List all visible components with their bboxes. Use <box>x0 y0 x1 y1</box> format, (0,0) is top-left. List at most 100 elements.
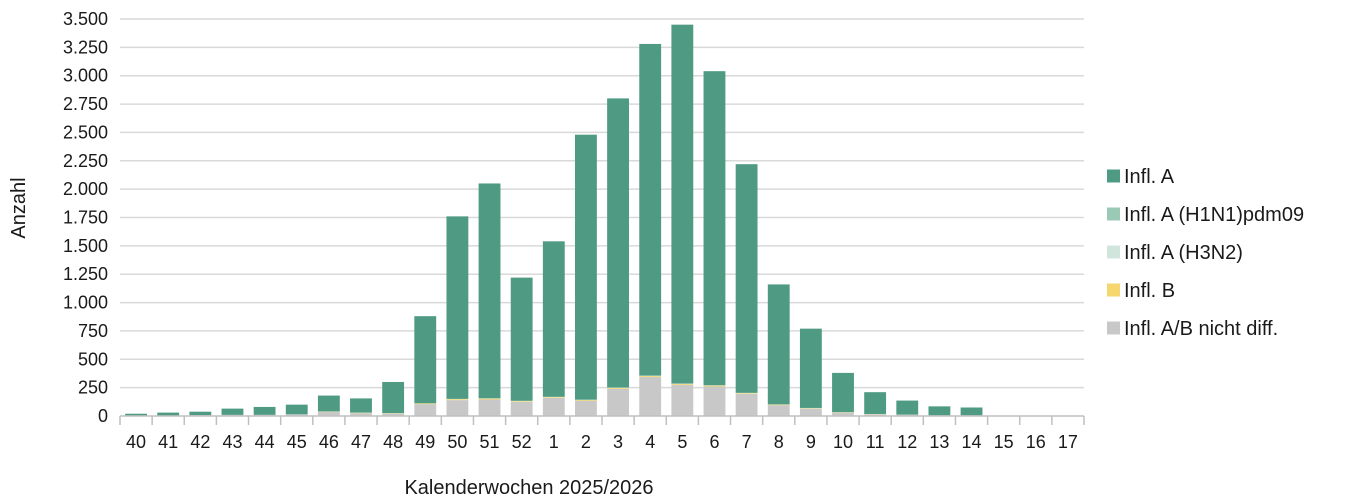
x-tick-label: 4 <box>645 432 655 452</box>
x-tick-label: 47 <box>351 432 371 452</box>
bar-segment <box>446 399 468 400</box>
bar-segment <box>543 397 565 398</box>
legend-item: Infl. A (H1N1)pdm09 <box>1107 204 1304 226</box>
x-tick-label: 49 <box>415 432 435 452</box>
bar-segment <box>607 389 629 416</box>
bar-segment <box>800 409 822 416</box>
x-tick-label: 2 <box>581 432 591 452</box>
legend-label: Infl. A (H3N2) <box>1124 242 1243 264</box>
y-tick-label: 2.000 <box>63 179 108 199</box>
y-tick-label: 750 <box>78 321 108 341</box>
bar-segment <box>222 409 244 415</box>
bar-segment <box>864 392 886 414</box>
legend-item: Infl. A (H3N2) <box>1107 242 1243 264</box>
bar-segment <box>543 241 565 397</box>
y-tick-label: 3.500 <box>63 9 108 29</box>
y-tick-label: 3.250 <box>63 37 108 57</box>
bar-segment <box>800 329 822 408</box>
bar-segment <box>479 399 501 400</box>
bar-segment <box>446 216 468 399</box>
bar-segment <box>832 373 854 412</box>
y-tick-label: 500 <box>78 349 108 369</box>
x-tick-label: 40 <box>126 432 146 452</box>
y-tick-label: 2.250 <box>63 151 108 171</box>
y-tick-label: 2.500 <box>63 122 108 142</box>
bar-segment <box>575 135 597 400</box>
legend-swatch <box>1107 170 1120 183</box>
x-tick-label: 43 <box>222 432 242 452</box>
x-tick-label: 45 <box>287 432 307 452</box>
bar-segment <box>414 404 436 416</box>
x-tick-label: 15 <box>994 432 1014 452</box>
x-tick-label: 5 <box>677 432 687 452</box>
bar-segment <box>736 164 758 393</box>
y-tick-label: 1.500 <box>63 236 108 256</box>
legend-label: Infl. A (H1N1)pdm09 <box>1124 204 1304 226</box>
x-tick-label: 44 <box>255 432 275 452</box>
bar-segment <box>479 400 501 416</box>
bar-segment <box>736 394 758 416</box>
bar-segment <box>768 284 790 404</box>
legend-label: Infl. B <box>1124 280 1175 302</box>
bar-segment <box>896 401 918 415</box>
x-tick-label: 41 <box>158 432 178 452</box>
bar-segment <box>928 406 950 415</box>
y-tick-label: 0 <box>98 406 108 426</box>
x-tick-label: 9 <box>806 432 816 452</box>
bar-segment <box>961 407 983 415</box>
legend: Infl. A Infl. A (H1N1)pdm09 Infl. A (H3N2)… <box>1107 166 1304 340</box>
x-tick-label: 1 <box>549 432 559 452</box>
bar-segment <box>575 400 597 401</box>
bar-segment <box>575 401 597 416</box>
bar-segment <box>671 385 693 416</box>
y-axis-title: Anzahl <box>8 177 30 238</box>
y-tick-label: 1.250 <box>63 264 108 284</box>
bar-segment <box>768 405 790 416</box>
bar-segment <box>736 393 758 394</box>
bar-segment <box>414 316 436 403</box>
bar-segment <box>286 405 308 415</box>
x-tick-label: 6 <box>709 432 719 452</box>
y-tick-label: 1.000 <box>63 293 108 313</box>
bars <box>125 25 982 416</box>
bar-segment <box>318 396 340 412</box>
bar-segment <box>157 413 179 416</box>
y-tick-label: 3.000 <box>63 66 108 86</box>
y-tick-label: 250 <box>78 378 108 398</box>
x-tick-label: 52 <box>512 432 532 452</box>
bar-segment <box>414 404 436 405</box>
bar-segment <box>446 400 468 416</box>
bar-segment <box>511 278 533 401</box>
x-axis-title: Kalenderwochen 2025/2026 <box>404 477 653 498</box>
bar-segment <box>607 98 629 387</box>
x-tick-label: 10 <box>833 432 853 452</box>
bar-segment <box>382 382 404 413</box>
x-tick-label: 11 <box>866 432 885 452</box>
bar-segment <box>511 401 533 402</box>
gridlines <box>120 19 1084 388</box>
bar-segment <box>639 44 661 376</box>
x-tick-label: 3 <box>613 432 623 452</box>
bar-segment <box>671 25 693 384</box>
bar-segment <box>254 407 276 415</box>
bar-segment <box>704 71 726 385</box>
bar-segment <box>607 388 629 389</box>
y-tick-label: 1.750 <box>63 208 108 228</box>
bar-segment <box>125 414 147 416</box>
legend-swatch <box>1107 246 1120 259</box>
bar-segment <box>704 386 726 387</box>
legend-swatch <box>1107 284 1120 297</box>
x-tick-label: 7 <box>742 432 752 452</box>
bar-segment <box>671 384 693 385</box>
bar-segment <box>639 376 661 377</box>
x-tick-label: 12 <box>897 432 917 452</box>
bar-segment <box>189 412 211 415</box>
legend-item: Infl. A <box>1107 166 1175 188</box>
bar-segment <box>350 398 372 412</box>
x-tick-label: 8 <box>774 432 784 452</box>
legend-label: Infl. A/B nicht diff. <box>1124 318 1278 340</box>
legend-swatch <box>1107 208 1120 221</box>
x-tick-label: 46 <box>319 432 339 452</box>
